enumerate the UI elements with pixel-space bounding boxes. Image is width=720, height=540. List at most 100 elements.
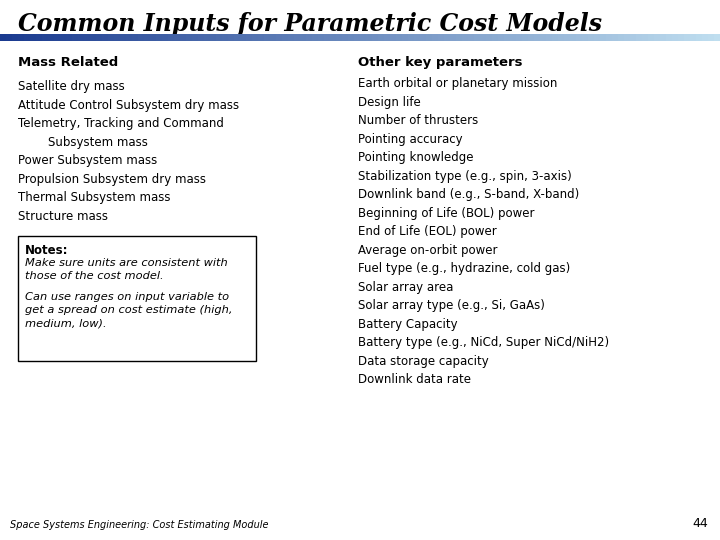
Bar (684, 34, 690, 41)
Bar (654, 34, 660, 41)
Bar (318, 34, 324, 41)
Text: 44: 44 (692, 517, 708, 530)
Bar (384, 34, 390, 41)
Bar (36, 34, 42, 41)
Bar (276, 34, 282, 41)
Bar (606, 34, 612, 41)
Bar (516, 34, 522, 41)
Bar (420, 34, 426, 41)
Text: Fuel type (e.g., hydrazine, cold gas): Fuel type (e.g., hydrazine, cold gas) (358, 262, 570, 275)
Bar (492, 34, 498, 41)
Text: Space Systems Engineering: Cost Estimating Module: Space Systems Engineering: Cost Estimati… (10, 520, 269, 530)
Text: Battery type (e.g., NiCd, Super NiCd/NiH2): Battery type (e.g., NiCd, Super NiCd/NiH… (358, 336, 609, 349)
Bar (0, 34, 6, 41)
Bar (216, 34, 222, 41)
Bar (666, 34, 672, 41)
Text: Beginning of Life (BOL) power: Beginning of Life (BOL) power (358, 207, 534, 220)
Bar (282, 34, 288, 41)
Bar (246, 34, 252, 41)
Text: Attitude Control Subsystem dry mass: Attitude Control Subsystem dry mass (18, 98, 239, 112)
Bar (204, 34, 210, 41)
Bar (402, 34, 408, 41)
Bar (210, 34, 216, 41)
Bar (168, 34, 174, 41)
Bar (372, 34, 378, 41)
Bar (138, 34, 144, 41)
Bar (582, 34, 588, 41)
Bar (120, 34, 126, 41)
Bar (474, 34, 480, 41)
Bar (174, 34, 180, 41)
Bar (234, 34, 240, 41)
Bar (42, 34, 48, 41)
Bar (600, 34, 606, 41)
Bar (432, 34, 438, 41)
Text: Propulsion Subsystem dry mass: Propulsion Subsystem dry mass (18, 173, 206, 186)
Bar (612, 34, 618, 41)
Bar (72, 34, 78, 41)
Text: Notes:: Notes: (25, 244, 68, 257)
Text: Common Inputs for Parametric Cost Models: Common Inputs for Parametric Cost Models (18, 12, 602, 36)
Bar (510, 34, 516, 41)
Bar (198, 34, 204, 41)
Text: Make sure units are consistent with: Make sure units are consistent with (25, 258, 228, 268)
Bar (126, 34, 132, 41)
Bar (636, 34, 642, 41)
Bar (54, 34, 60, 41)
Text: Data storage capacity: Data storage capacity (358, 355, 489, 368)
Bar (396, 34, 402, 41)
Bar (324, 34, 330, 41)
Text: Earth orbital or planetary mission: Earth orbital or planetary mission (358, 77, 557, 90)
Bar (252, 34, 258, 41)
Bar (708, 34, 714, 41)
Bar (498, 34, 504, 41)
Bar (558, 34, 564, 41)
Bar (336, 34, 342, 41)
Bar (366, 34, 372, 41)
Bar (702, 34, 708, 41)
Bar (438, 34, 444, 41)
Bar (552, 34, 558, 41)
Bar (12, 34, 18, 41)
Bar (408, 34, 414, 41)
Bar (588, 34, 594, 41)
Bar (378, 34, 384, 41)
Bar (294, 34, 300, 41)
Text: Downlink band (e.g., S-band, X-band): Downlink band (e.g., S-band, X-band) (358, 188, 580, 201)
Bar (24, 34, 30, 41)
Bar (360, 34, 366, 41)
Bar (426, 34, 432, 41)
Bar (60, 34, 66, 41)
Bar (522, 34, 528, 41)
Bar (78, 34, 84, 41)
Bar (714, 34, 720, 41)
Text: medium, low).: medium, low). (25, 318, 107, 328)
Bar (534, 34, 540, 41)
Bar (342, 34, 348, 41)
Bar (102, 34, 108, 41)
Bar (228, 34, 234, 41)
Bar (414, 34, 420, 41)
Bar (180, 34, 186, 41)
Bar (162, 34, 168, 41)
Bar (618, 34, 624, 41)
Text: those of the cost model.: those of the cost model. (25, 271, 163, 281)
Bar (240, 34, 246, 41)
Bar (192, 34, 198, 41)
Text: Battery Capacity: Battery Capacity (358, 318, 458, 331)
Bar (312, 34, 318, 41)
Bar (288, 34, 294, 41)
Bar (486, 34, 492, 41)
Bar (576, 34, 582, 41)
Bar (108, 34, 114, 41)
Bar (564, 34, 570, 41)
Bar (30, 34, 36, 41)
FancyBboxPatch shape (18, 236, 256, 361)
Bar (132, 34, 138, 41)
Bar (540, 34, 546, 41)
Bar (222, 34, 228, 41)
Bar (570, 34, 576, 41)
Text: Pointing knowledge: Pointing knowledge (358, 151, 474, 164)
Text: Satellite dry mass: Satellite dry mass (18, 80, 125, 93)
Bar (300, 34, 306, 41)
